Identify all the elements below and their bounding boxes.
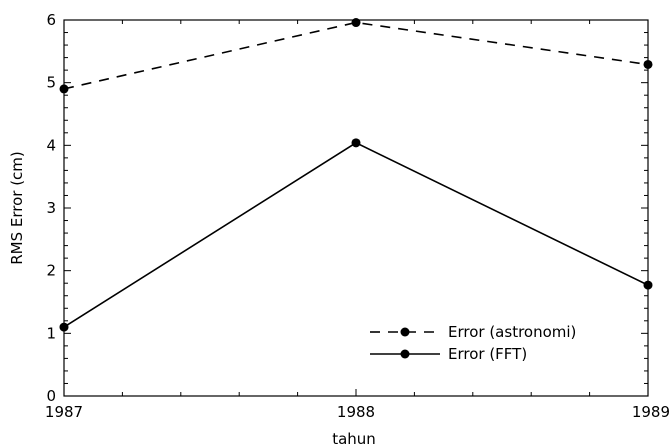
series-line-1 [63, 141, 649, 328]
legend-item: Error (astronomi) [370, 323, 576, 341]
y-tick-label: 2 [46, 262, 56, 280]
legend-swatch-marker [400, 349, 410, 359]
y-axis-title: RMS Error (cm) [8, 151, 26, 265]
y-axis: 0 1 2 3 4 5 6 [46, 11, 648, 405]
data-point [59, 322, 69, 332]
y-tick-label: 0 [46, 387, 56, 405]
data-point [643, 59, 653, 69]
x-tick-label: 1988 [337, 403, 375, 421]
y-tick-label: 3 [46, 199, 56, 217]
y-tick-label: 5 [46, 74, 56, 92]
legend: Error (astronomi) Error (FFT) [370, 323, 576, 363]
x-axis-title: tahun [332, 430, 376, 448]
x-tick-label: 1987 [45, 403, 83, 421]
legend-item: Error (FFT) [370, 345, 527, 363]
data-point [59, 84, 69, 94]
data-point [643, 280, 653, 290]
legend-label: Error (astronomi) [448, 323, 576, 341]
x-tick-label: 1989 [632, 403, 670, 421]
series-line-0 [63, 21, 649, 90]
data-point [351, 138, 361, 148]
x-axis: 1987 1988 1989 [45, 20, 670, 421]
y-tick-label: 1 [46, 324, 56, 342]
y-tick-label: 4 [46, 136, 56, 154]
data-point [351, 18, 361, 28]
legend-swatch-marker [400, 327, 410, 337]
y-tick-label: 6 [46, 11, 56, 29]
legend-label: Error (FFT) [448, 345, 527, 363]
series-layer [59, 18, 653, 332]
